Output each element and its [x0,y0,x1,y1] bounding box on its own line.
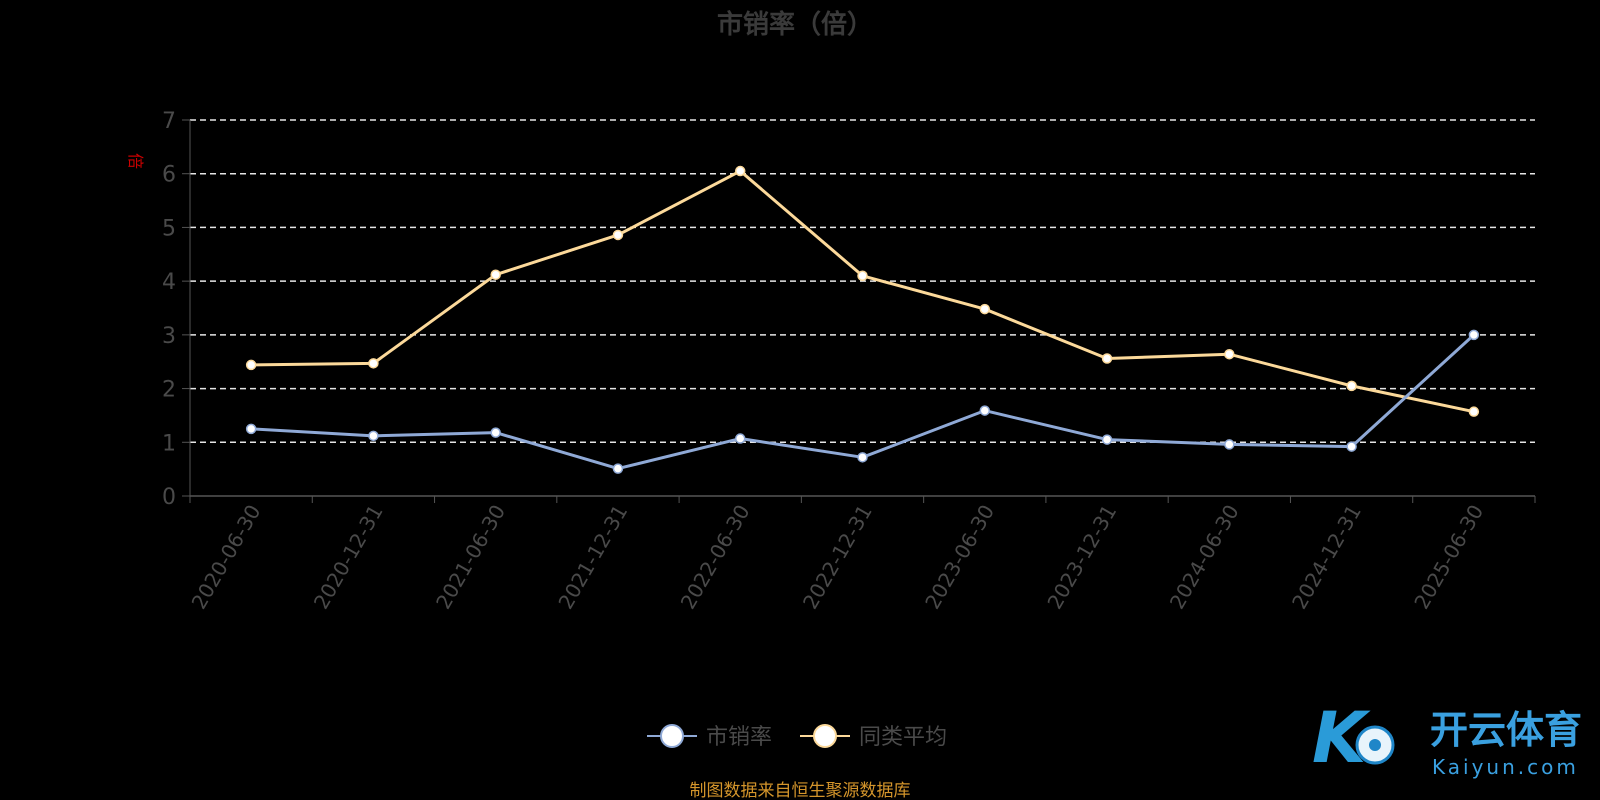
x-tick-label-9: 2024-12-31 [1287,501,1366,614]
x-tick-label-2: 2021-06-30 [431,501,510,614]
series-0-point-8[interactable] [1224,439,1235,450]
series-0-point-3[interactable] [612,463,624,474]
x-tick-label-1: 2020-12-31 [309,501,388,614]
logo-mark: K [1312,697,1371,779]
series-1-point-1[interactable] [368,358,379,369]
series-layer [245,165,1480,474]
series-1-point-9[interactable] [1346,380,1357,392]
series-0-point-1[interactable] [368,430,379,442]
series-0-point-6[interactable] [979,405,991,416]
series-1-point-5[interactable] [857,270,868,282]
data-source-note: 制图数据来自恒生聚源数据库 [690,781,911,800]
x-tick-label-7: 2023-12-31 [1042,501,1121,614]
y-tick-label-1: 1 [162,431,176,456]
y-tick-label-0: 0 [162,485,176,510]
chart-title: 市销率（倍） [717,9,873,40]
series-0-point-7[interactable] [1101,434,1113,445]
series-1-point-3[interactable] [612,229,624,241]
y-tick-label-4: 4 [162,270,176,295]
kaiyun-logo: K 开云体育 Kaiyun.com [1312,697,1582,779]
x-tick-label-5: 2022-12-31 [798,501,877,614]
legend-label-0: 市销率 [706,725,772,750]
series-0-point-5[interactable] [857,452,868,463]
series-0-point-10[interactable] [1468,329,1480,341]
series-1-point-0[interactable] [245,359,257,371]
series-1-point-2[interactable] [490,269,501,280]
legend-marker-1 [813,724,837,748]
series-0-point-4[interactable] [734,433,746,444]
x-tick-label-4: 2022-06-30 [676,501,755,614]
legend[interactable]: 市销率 同类平均 [647,724,947,750]
x-tick-labels: 2020-06-30 2020-12-31 2021-06-30 2021-12-31… [187,501,1489,614]
legend-marker-0 [660,724,684,748]
x-tick-label-0: 2020-06-30 [187,501,266,614]
series-0-point-2[interactable] [490,427,501,438]
x-tick-label-6: 2023-06-30 [920,501,999,614]
grid-lines [190,119,1535,444]
series-0-point-0[interactable] [245,423,257,435]
y-tick-labels: 0 1 2 3 4 5 6 7 [162,109,176,510]
series-1-point-6[interactable] [979,303,991,315]
logo-cn-text: 开云体育 [1430,708,1582,752]
y-tick-label-3: 3 [162,324,176,349]
x-tick-label-10: 2025-06-30 [1409,501,1488,614]
series-1-point-4[interactable] [734,165,746,177]
x-tick-label-8: 2024-06-30 [1165,501,1244,614]
series-0-point-9[interactable] [1346,441,1357,452]
series-1-point-10[interactable] [1468,406,1480,417]
legend-label-1: 同类平均 [859,725,947,750]
logo-en-text: Kaiyun.com [1432,755,1579,779]
y-tick-label-6: 6 [162,163,176,188]
series-1-point-7[interactable] [1101,353,1113,364]
series-1-point-8[interactable] [1224,348,1235,360]
axes [182,119,1536,503]
logo-ball-spot [1369,739,1381,751]
series-line-1 [251,169,1475,414]
x-tick-label-3: 2021-12-31 [553,501,632,614]
y-tick-label-5: 5 [162,216,176,241]
y-tick-label-7: 7 [162,109,176,134]
y-axis-unit: 倍 [126,153,145,169]
y-tick-label-2: 2 [162,378,176,403]
series-line-0 [251,333,1475,471]
